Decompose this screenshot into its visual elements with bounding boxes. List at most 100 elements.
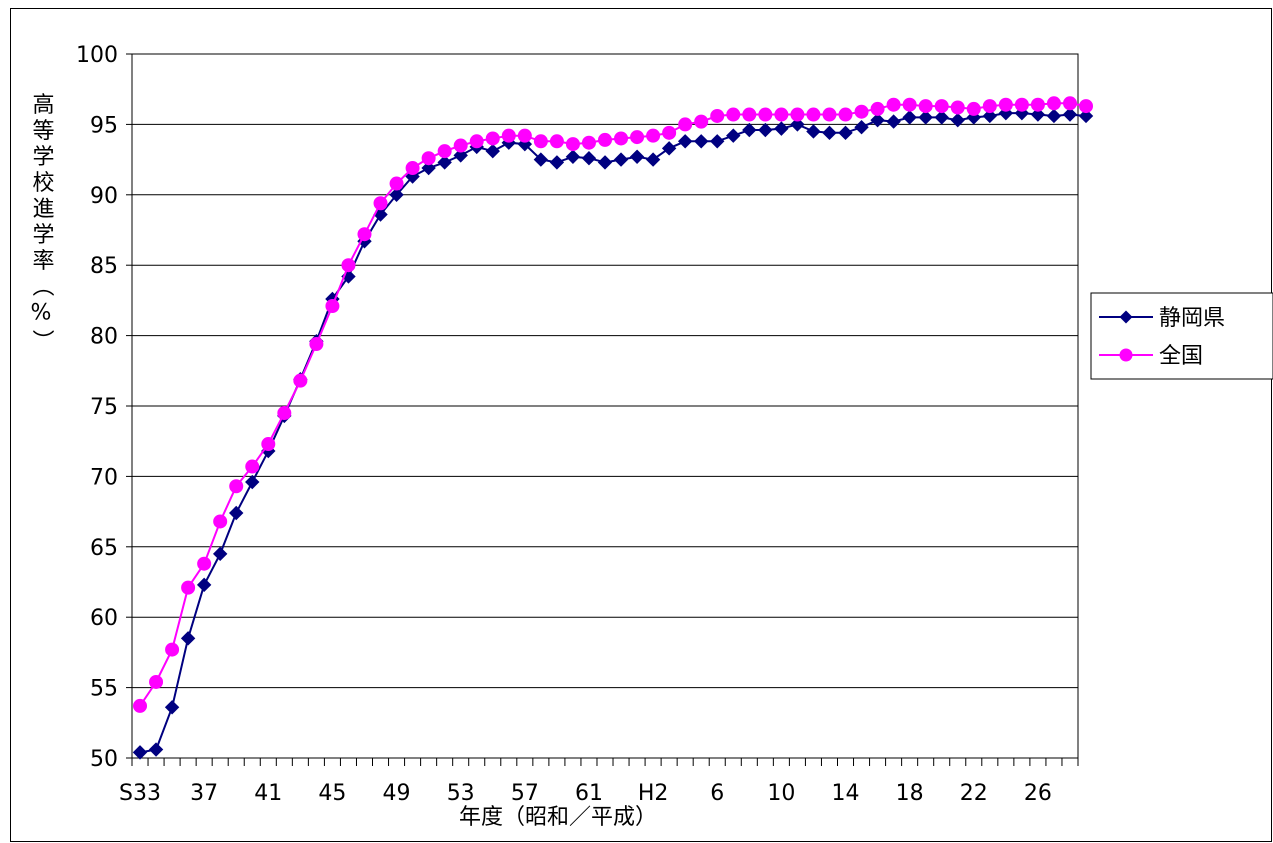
data-point [485,131,500,146]
data-point [453,148,468,163]
data-point [164,700,180,715]
data-point [1030,97,1045,112]
data-point [1079,99,1094,114]
data-point [790,117,805,132]
data-point [389,176,404,191]
data-point [148,742,164,757]
data-point [549,134,564,149]
data-point [950,100,965,115]
y-tick-label: 55 [90,677,118,702]
data-point [710,108,725,123]
data-point [597,155,613,170]
legend-box [1090,292,1273,380]
data-point [1046,96,1061,111]
data-point [357,227,372,242]
data-point [966,101,981,116]
data-point [132,745,148,760]
y-tick-label: 75 [90,395,118,420]
data-point [774,121,789,136]
data-point [293,373,308,388]
data-point [629,149,645,164]
x-tick-label: 6 [710,781,724,806]
data-point [421,160,436,176]
y-tick-label: 70 [90,465,118,490]
data-point [405,161,420,176]
data-point [950,112,965,128]
data-point [133,698,148,713]
data-point [213,514,228,529]
data-point [838,125,853,141]
data-point [902,110,917,125]
data-point [870,101,885,116]
x-axis-title: 年度（昭和／平成） [459,805,657,830]
y-tick-label: 85 [90,254,118,279]
data-point [1062,107,1078,122]
data-point [822,125,837,141]
data-point [533,134,548,149]
data-point [197,556,212,571]
x-tick-label: 37 [190,781,218,806]
y-tick-label: 60 [90,606,118,631]
data-point [661,141,677,156]
data-point [485,143,500,159]
data-point [598,132,612,147]
data-point [1030,107,1046,122]
y-tick-label: 95 [90,113,118,138]
data-point [694,114,709,129]
data-point [726,128,741,143]
data-point [854,104,869,119]
data-point [437,155,452,170]
data-point [1014,97,1029,112]
data-point [245,474,260,490]
data-point [517,128,532,143]
data-point [565,137,580,152]
x-tick-label: 53 [447,781,475,806]
data-point [645,152,661,167]
data-point [838,107,853,122]
legend-marker [1119,310,1133,324]
data-point [790,107,805,122]
data-point [662,125,677,140]
data-point [229,479,244,494]
data-point [677,134,693,149]
x-tick-label: 61 [575,781,603,806]
y-tick-label: 65 [90,536,118,561]
chart-container: 50 55 60 65 70 75 80 85 90 95 100 S33 37 41 45 49 53 57 61… [10,8,1273,842]
data-point [613,152,629,167]
data-point [742,122,757,138]
data-point [693,134,709,149]
x-tick-label: 45 [318,781,346,806]
data-point [646,128,661,143]
y-axis-title: 高等学校進学率（%） [29,93,55,356]
data-point [822,107,837,122]
data-point [870,112,885,128]
legend-label: 全国 [1159,344,1203,369]
data-point [1078,108,1094,124]
data-point [149,674,164,689]
x-tick-label: S33 [119,781,161,806]
x-tick-label: 14 [832,781,860,806]
data-point [918,110,933,125]
data-point [1046,108,1062,124]
data-point [453,138,468,153]
data-point [389,187,404,203]
data-point [614,131,629,146]
data-point [918,99,933,114]
data-point [934,110,949,125]
data-point [533,152,549,167]
x-tick-label: H2 [638,781,669,806]
data-point [902,97,917,112]
y-tick-label: 80 [90,325,118,350]
data-point [196,577,212,593]
data-point [710,134,725,149]
data-point [886,97,901,112]
data-point [421,151,436,166]
x-tick-label: 10 [767,781,795,806]
data-point [726,107,741,122]
data-point [261,437,276,452]
x-tick-label: 57 [511,781,539,806]
data-point [998,97,1013,112]
data-point [774,107,789,122]
data-point [982,108,998,124]
